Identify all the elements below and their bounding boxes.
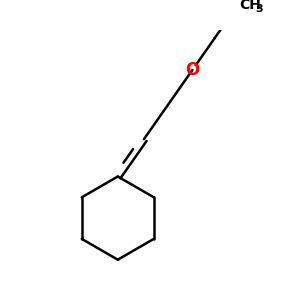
Text: CH: CH bbox=[239, 0, 261, 12]
Text: O: O bbox=[185, 61, 200, 79]
Text: 3: 3 bbox=[255, 4, 262, 14]
